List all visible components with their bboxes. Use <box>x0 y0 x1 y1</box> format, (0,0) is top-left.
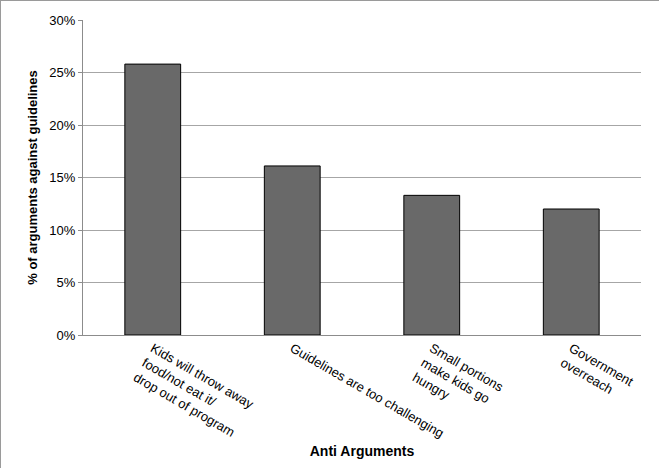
svg-text:25%: 25% <box>49 65 75 80</box>
svg-text:15%: 15% <box>49 170 75 185</box>
svg-text:Guidelines are too challenging: Guidelines are too challenging <box>288 340 447 440</box>
svg-text:Anti Arguments: Anti Arguments <box>310 443 415 459</box>
svg-text:0%: 0% <box>57 328 76 343</box>
svg-text:20%: 20% <box>49 118 75 133</box>
svg-text:Governmentoverreach: Governmentoverreach <box>558 340 636 404</box>
svg-text:5%: 5% <box>57 275 76 290</box>
svg-text:10%: 10% <box>49 223 75 238</box>
svg-text:% of arguments against guideli: % of arguments against guidelines <box>25 70 40 285</box>
svg-text:30%: 30% <box>49 13 75 28</box>
svg-text:Small portionsmake kids gohung: Small portionsmake kids gohungry <box>410 340 506 424</box>
svg-text:Kids will throw awayfood/not e: Kids will throw awayfood/not eat it/drop… <box>131 340 257 441</box>
